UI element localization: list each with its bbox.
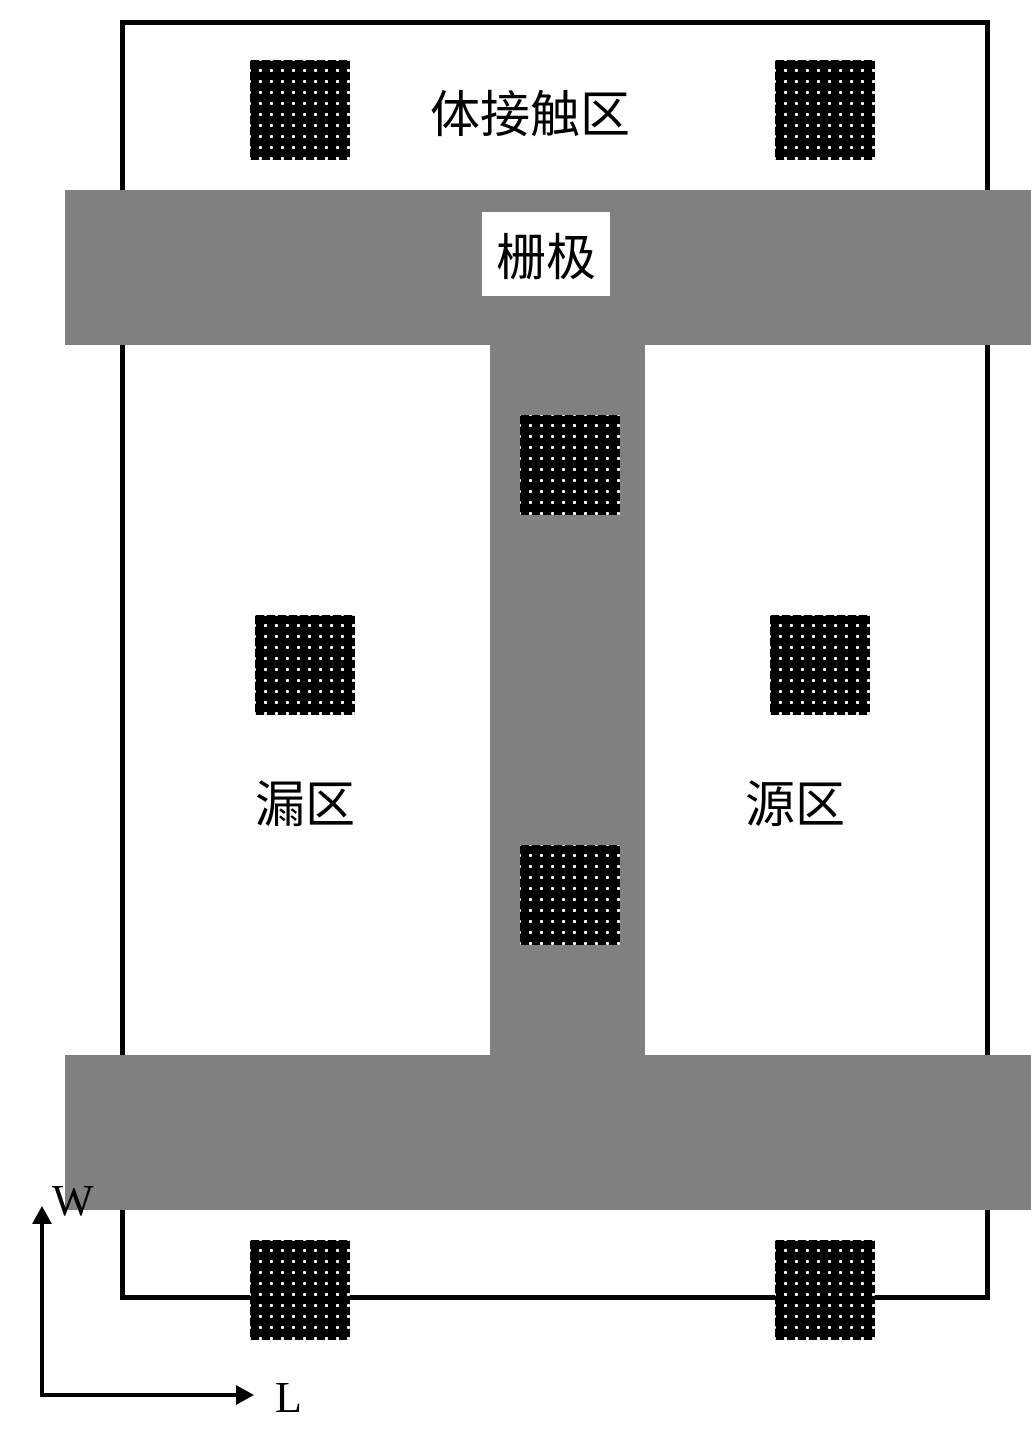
contact-body-top-right (775, 60, 875, 160)
contact-drain (255, 615, 355, 715)
contact-body-top-left (250, 60, 350, 160)
gate-bottom-bar (65, 1055, 1031, 1210)
contact-body-bot-left (250, 1240, 350, 1340)
drain-label: 漏区 (255, 765, 355, 837)
w-axis-label: W (52, 1175, 94, 1226)
contact-body-bot-right (775, 1240, 875, 1340)
contact-gate-upper (520, 415, 620, 515)
body-contact-label: 体接触区 (430, 75, 630, 147)
l-axis-label: L (275, 1372, 302, 1423)
w-axis-arrow (40, 1220, 44, 1395)
transistor-layout-diagram: 体接触区 栅极 漏区 源区 (120, 20, 990, 1300)
l-axis-arrow (40, 1393, 240, 1397)
contact-gate-lower (520, 845, 620, 945)
gate-label: 栅极 (496, 230, 596, 286)
gate-label-box: 栅极 (482, 212, 610, 296)
contact-source (770, 615, 870, 715)
source-label: 源区 (745, 765, 845, 837)
